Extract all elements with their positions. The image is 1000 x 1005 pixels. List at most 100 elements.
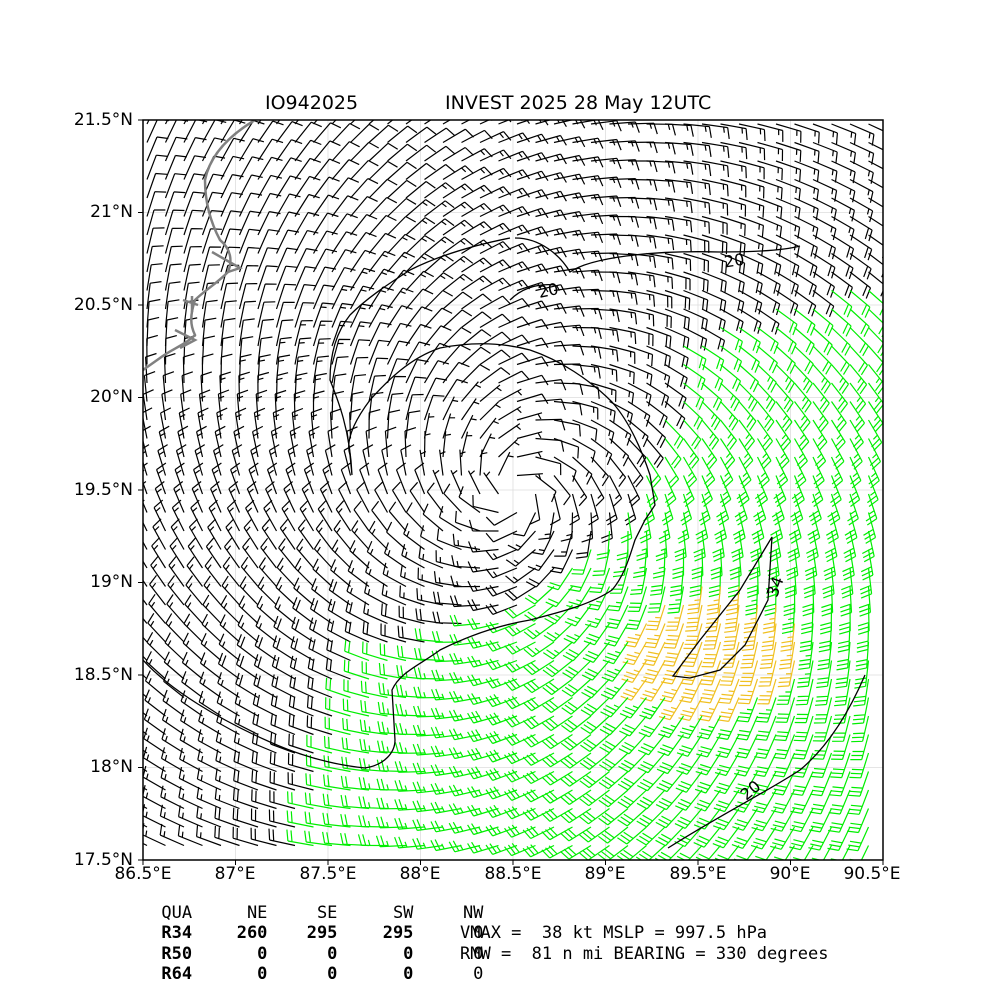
wind-barb <box>812 271 835 298</box>
wind-barb <box>794 178 819 201</box>
wind-barb <box>405 410 421 439</box>
wind-barb <box>342 698 370 717</box>
wind-barb <box>381 583 407 606</box>
wind-barb <box>581 660 610 681</box>
wind-barb <box>848 771 870 797</box>
wind-barb <box>183 173 206 199</box>
wind-barb <box>268 809 296 828</box>
wind-barb <box>862 530 875 563</box>
wind-barb <box>683 215 710 234</box>
wind-barb <box>588 493 599 526</box>
wind-barb <box>167 575 185 606</box>
wind-barb <box>609 382 635 405</box>
wind-barb <box>450 469 463 495</box>
wind-barb <box>232 788 259 810</box>
wind-barb <box>405 376 427 402</box>
wind-barb <box>148 593 166 624</box>
wind-barb <box>326 618 351 643</box>
wind-barb <box>789 826 814 851</box>
wind-barb <box>572 363 601 379</box>
wind-barb <box>867 438 882 470</box>
wind-barb <box>655 789 684 811</box>
wind-barb <box>776 678 796 705</box>
wind-barb <box>461 221 493 236</box>
wind-barb <box>609 456 627 487</box>
wind-barb <box>257 283 277 310</box>
wind-barb <box>387 143 418 162</box>
wind-barb <box>398 605 425 625</box>
wind-barb <box>554 530 574 557</box>
wind-barb <box>405 217 436 236</box>
wind-barb <box>143 617 148 624</box>
wind-barb <box>828 808 851 833</box>
wind-barb <box>345 600 370 625</box>
wind-barb <box>679 678 703 703</box>
wind-barb <box>391 481 407 513</box>
wind-barb <box>224 537 240 569</box>
wind-barb <box>485 694 518 708</box>
wind-barb <box>287 791 314 810</box>
wind-barb <box>182 353 195 384</box>
wind-barb <box>413 686 444 699</box>
wind-barb <box>841 567 854 599</box>
wind-barb <box>344 639 370 662</box>
wind-barb <box>387 125 418 143</box>
wind-barb <box>368 391 384 421</box>
wind-barb <box>268 444 280 476</box>
wind-barb <box>146 154 168 180</box>
wind-barb <box>152 518 167 550</box>
wind-barb <box>784 567 797 599</box>
wind-barb <box>168 556 185 587</box>
wind-barb <box>479 313 511 329</box>
wind-barb <box>848 475 861 507</box>
wind-barb <box>380 603 407 625</box>
wind-barb <box>572 400 599 420</box>
wind-barb <box>468 541 499 553</box>
wind-barb <box>331 213 358 236</box>
wind-barb <box>312 266 337 291</box>
wind-barb <box>299 500 315 532</box>
wind-barb <box>350 178 379 199</box>
wind-barb <box>652 549 666 579</box>
wind-barb <box>598 808 629 826</box>
wind-barb <box>516 393 549 405</box>
wind-barb <box>757 160 783 181</box>
wind-barb <box>803 567 816 599</box>
wind-barb <box>424 182 455 199</box>
wind-barb <box>467 599 499 612</box>
wind-barb <box>553 211 586 223</box>
wind-barb <box>680 493 693 526</box>
wind-barb <box>232 826 259 847</box>
wind-barb <box>479 367 511 384</box>
wind-barb <box>459 449 466 476</box>
wind-barb <box>232 807 259 828</box>
wind-barb <box>643 623 666 649</box>
wind-barb <box>599 715 629 736</box>
wind-barb <box>449 614 481 627</box>
wind-barb <box>516 374 549 386</box>
wind-barb <box>387 197 417 217</box>
wind-barb <box>683 178 711 196</box>
wind-barb <box>286 810 314 828</box>
wind-barb <box>683 419 702 450</box>
wind-barb <box>738 160 765 180</box>
wind-barb <box>275 301 295 328</box>
wind-barb <box>350 231 377 254</box>
wind-barb <box>275 157 302 180</box>
wind-barb <box>362 621 388 643</box>
wind-barb <box>400 444 412 476</box>
wind-barb <box>294 193 320 217</box>
wind-barb <box>802 586 815 617</box>
wind-barb <box>331 285 355 310</box>
wind-barb <box>560 807 592 824</box>
wind-barb <box>198 690 222 717</box>
wind-barb <box>438 506 462 532</box>
wind-barb <box>164 154 187 180</box>
wind-barb <box>325 697 351 717</box>
wind-barb <box>479 384 502 402</box>
wind-barb <box>812 141 838 164</box>
wind-barb <box>248 462 259 495</box>
wind-barb <box>405 120 413 125</box>
wind-barb <box>363 601 388 625</box>
wind-barb <box>358 757 388 773</box>
